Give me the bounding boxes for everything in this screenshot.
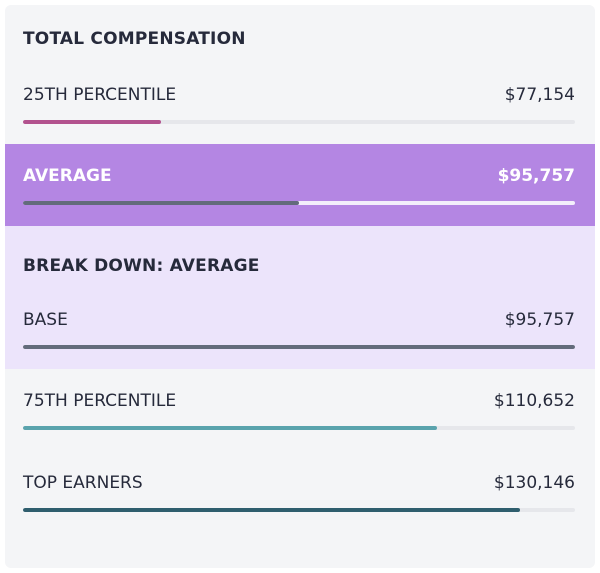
p25-bar-track	[23, 120, 575, 124]
base-label: BASE	[23, 310, 68, 330]
p75-value: $110,652	[493, 391, 575, 411]
p25-label: 25TH PERCENTILE	[23, 85, 177, 105]
top-earners-label: TOP EARNERS	[23, 473, 143, 493]
base-bar-track	[23, 345, 575, 349]
average-row[interactable]: AVERAGE $95,757	[5, 144, 595, 226]
top-earners-bar-fill	[23, 508, 520, 512]
average-bar-track	[23, 201, 575, 205]
breakdown-title: BREAK DOWN: AVERAGE	[23, 256, 260, 276]
average-bar-fill	[23, 201, 299, 205]
average-label: AVERAGE	[23, 166, 112, 186]
p75-label: 75TH PERCENTILE	[23, 391, 177, 411]
p75-bar-track	[23, 426, 575, 430]
top-earners-value: $130,146	[493, 473, 575, 493]
base-value: $95,757	[504, 310, 575, 330]
p75-bar-fill	[23, 426, 437, 430]
base-bar-fill	[23, 345, 575, 349]
p25-value: $77,154	[504, 85, 575, 105]
average-value: $95,757	[497, 166, 575, 186]
p25-bar-fill	[23, 120, 161, 124]
top-earners-bar-track	[23, 508, 575, 512]
compensation-card: TOTAL COMPENSATION 25TH PERCENTILE $77,1…	[5, 5, 595, 568]
breakdown-panel: BREAK DOWN: AVERAGE BASE $95,757	[5, 226, 595, 369]
card-title: TOTAL COMPENSATION	[23, 29, 246, 49]
